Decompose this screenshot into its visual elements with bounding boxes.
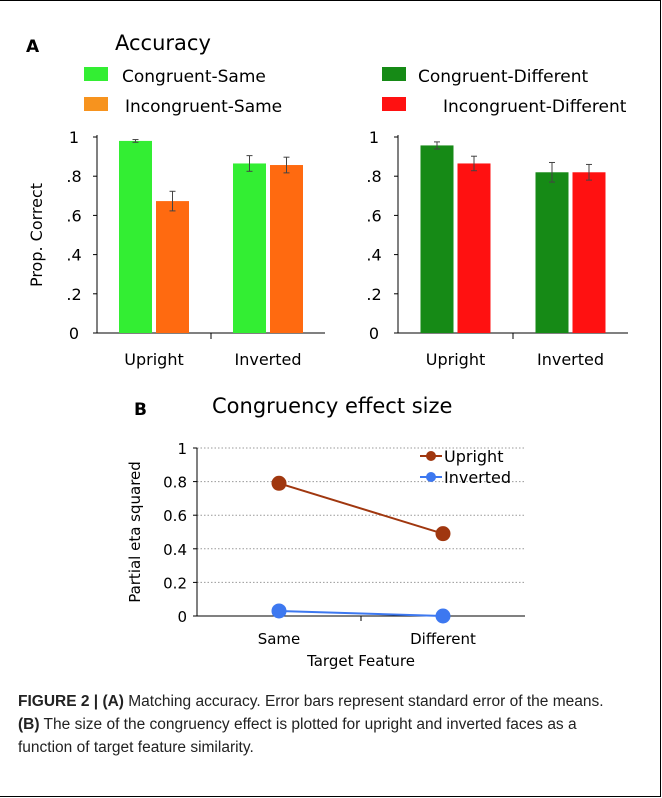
caption-a-ref: (A)	[102, 693, 124, 710]
legend-label: Upright	[444, 447, 503, 466]
chart-effect-size: 0 0.2 0.4 0.6 0.8 1 Same Different Target Featur…	[126, 440, 525, 670]
legend-swatch-incongruent-different	[382, 97, 406, 111]
series-line	[278, 609, 444, 617]
y-tick-label: 0	[177, 608, 187, 626]
panel-a-legend: Congruent-Same Incongruent-Same Congruen…	[84, 67, 627, 117]
legend-marker	[426, 472, 436, 482]
data-point	[271, 475, 287, 491]
series-line	[278, 482, 444, 535]
panel-a-label: A	[26, 37, 40, 57]
y-tick-label: .6	[66, 206, 81, 225]
x-category-label: Upright	[426, 350, 485, 369]
data-point	[435, 526, 451, 542]
y-tick-label: .2	[366, 285, 381, 304]
y-axis-label: Prop. Correct	[27, 183, 46, 287]
panel-b-label: B	[134, 400, 147, 420]
y-tick-label: 0.6	[163, 507, 187, 525]
y-tick-label: .8	[366, 167, 381, 186]
data-point	[271, 603, 287, 619]
legend-label: Inverted	[444, 468, 511, 487]
y-axis-label: Partial eta squared	[126, 461, 144, 603]
chart-accuracy-different: 0 .2 .4 .6 .8 1 Upright Inverted	[366, 128, 628, 369]
legend-swatch-congruent-different	[382, 67, 406, 81]
y-tick-label: 0.4	[163, 541, 187, 559]
caption-figure-label: FIGURE 2 |	[18, 693, 103, 710]
bar	[457, 163, 491, 333]
bar	[420, 145, 454, 333]
legend-label-congruent-same: Congruent-Same	[122, 67, 266, 87]
x-category-label: Same	[258, 630, 301, 648]
y-tick-label: 0	[69, 324, 79, 343]
legend-swatch-incongruent-same	[84, 97, 108, 111]
bar	[156, 201, 189, 333]
x-category-label: Inverted	[234, 350, 301, 369]
y-tick-label: .8	[66, 167, 81, 186]
x-category-label: Upright	[124, 350, 183, 369]
x-category-label: Different	[410, 630, 476, 648]
y-tick-label: .6	[366, 206, 381, 225]
y-tick-label: .4	[66, 246, 81, 265]
bar	[119, 140, 152, 333]
legend-label-incongruent-same: Incongruent-Same	[125, 97, 282, 117]
bar	[535, 172, 569, 333]
y-tick-label: 1	[69, 128, 79, 147]
y-tick-label: 1	[177, 440, 187, 458]
legend-label-incongruent-different: Incongruent-Different	[443, 97, 627, 117]
bar	[572, 172, 606, 333]
chart-accuracy-same: 0 .2 .4 .6 .8 1 Prop. Correct Upright Inverted	[27, 128, 325, 369]
bar	[233, 163, 266, 333]
figure-caption: FIGURE 2 | (A) Matching accuracy. Error …	[18, 690, 618, 759]
data-point	[435, 608, 451, 624]
caption-text-a: Matching accuracy. Error bars represent …	[123, 693, 604, 710]
bar	[270, 165, 303, 333]
legend-label-congruent-different: Congruent-Different	[418, 67, 588, 87]
legend-marker	[426, 451, 436, 461]
y-tick-label: 0.2	[163, 574, 187, 592]
caption-text-b: The size of the congruency effect is plo…	[18, 716, 577, 756]
figure-canvas: A Accuracy Congruent-Same Incongruent-Sa…	[26, 31, 628, 670]
x-axis-label: Target Feature	[306, 652, 415, 670]
y-tick-label: .4	[366, 246, 381, 265]
panel-b-title: Congruency effect size	[212, 394, 452, 418]
y-tick-label: 1	[369, 128, 379, 147]
y-tick-label: 0.8	[163, 474, 187, 492]
legend-swatch-congruent-same	[84, 67, 108, 81]
caption-b-ref: (B)	[18, 716, 40, 733]
y-tick-label: 0	[369, 324, 379, 343]
panel-a-title: Accuracy	[115, 31, 211, 55]
y-tick-label: .2	[66, 285, 81, 304]
x-category-label: Inverted	[537, 350, 604, 369]
